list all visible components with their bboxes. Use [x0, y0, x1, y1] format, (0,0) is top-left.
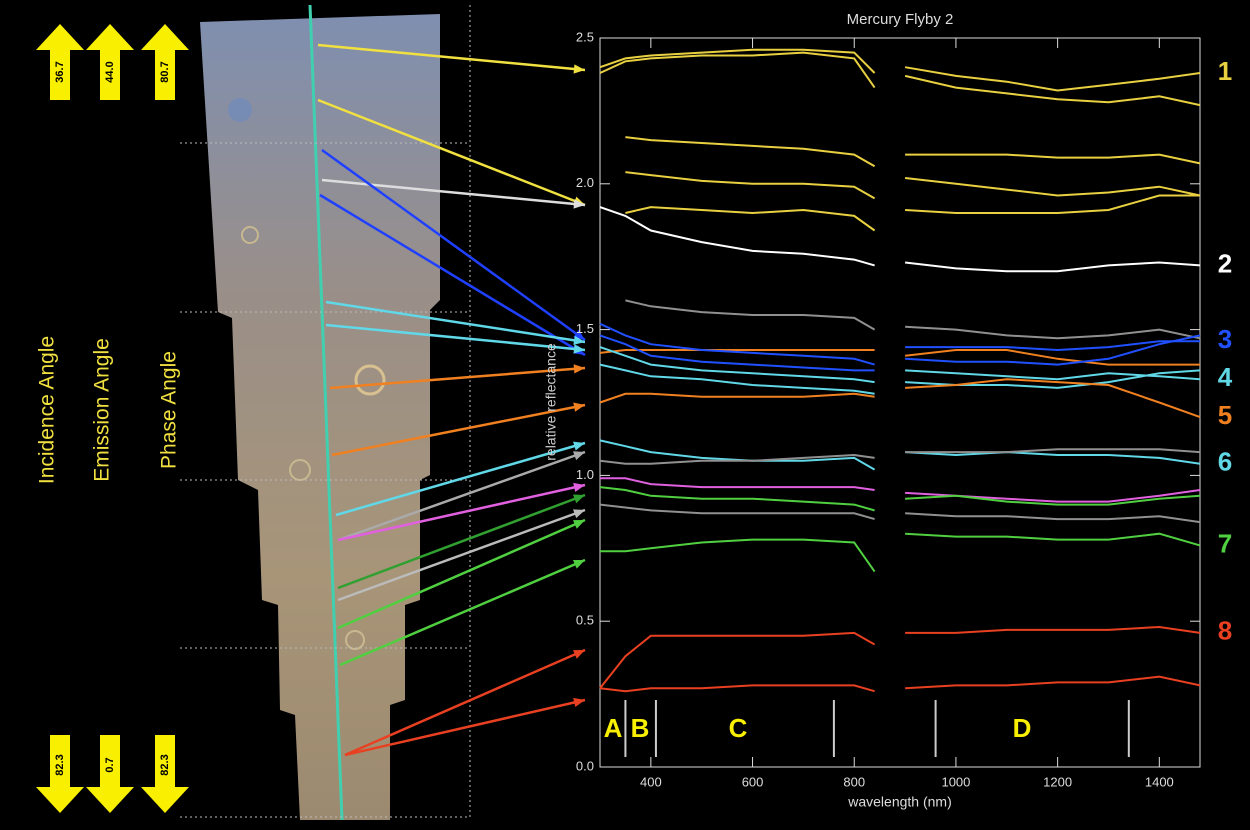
- spectrum-label: 1: [1218, 56, 1232, 86]
- pointer-head: [573, 403, 585, 412]
- spectrum-line: [600, 677, 1200, 692]
- region-label: C: [729, 713, 748, 743]
- spectrum-label: 6: [1218, 447, 1232, 477]
- pointer-head: [573, 442, 585, 451]
- spectrum-label: 3: [1218, 324, 1232, 354]
- y-tick-label: 1.0: [576, 467, 594, 482]
- figure: Incidence Angle Emission Angle Phase Angle…: [0, 0, 1250, 830]
- angle-value: 82.3: [54, 754, 66, 775]
- spectrum-line: [625, 300, 1200, 338]
- y-axis-label: relative reflectance: [543, 343, 559, 461]
- angle-value: 82.3: [159, 754, 171, 775]
- pointer-head: [573, 451, 585, 460]
- y-tick-label: 0.5: [576, 613, 594, 628]
- x-tick-label: 600: [742, 774, 764, 789]
- spectrum-label: 7: [1218, 528, 1232, 558]
- spectrum-label: 8: [1218, 616, 1232, 646]
- region-label: B: [631, 713, 650, 743]
- x-tick-label: 1200: [1043, 774, 1072, 789]
- angle-label: Emission Angle: [91, 338, 114, 482]
- y-tick-label: 1.5: [576, 321, 594, 336]
- x-tick-label: 400: [640, 774, 662, 789]
- spectrum-line: [625, 196, 1200, 231]
- region-label: D: [1013, 713, 1032, 743]
- chart-title: Mercury Flyby 2: [847, 11, 954, 28]
- spectrum-line: [600, 505, 1200, 522]
- angle-value: 36.7: [54, 61, 66, 82]
- angle-label: Phase Angle: [158, 351, 181, 469]
- spectrum-line: [600, 627, 1200, 688]
- angle-value: 44.0: [104, 61, 116, 82]
- spectra-chart: Mercury Flyby 2 wavelength (nm) relative…: [543, 11, 1233, 810]
- pointer-head: [574, 364, 585, 373]
- spectrum-line: [625, 172, 1200, 198]
- spectrum-line: [600, 487, 1200, 510]
- spectrum-line: [600, 350, 1200, 365]
- region-label: A: [604, 713, 623, 743]
- angle-panel: Incidence Angle Emission Angle Phase Angle…: [36, 24, 189, 813]
- spectrum-line: [600, 207, 1200, 271]
- x-axis-label: wavelength (nm): [847, 794, 952, 810]
- spectrum-line: [600, 534, 1200, 572]
- angle-value: 0.7: [104, 757, 116, 772]
- surface-image: [180, 5, 470, 820]
- plot-frame: [600, 38, 1200, 767]
- spectrum-line: [600, 53, 1200, 106]
- spectrum-line: [625, 137, 1200, 166]
- y-tick-label: 2.0: [576, 175, 594, 190]
- pointer-head: [573, 509, 585, 518]
- angle-value: 80.7: [159, 61, 171, 82]
- spectrum-line: [600, 379, 1200, 417]
- angle-arrow: [86, 735, 134, 813]
- angle-label: Incidence Angle: [36, 336, 59, 484]
- y-tick-label: 2.5: [576, 29, 594, 44]
- x-tick-label: 800: [843, 774, 865, 789]
- spectrum-label: 4: [1218, 362, 1233, 392]
- spectrum-label: 2: [1218, 248, 1232, 278]
- pointer-head: [573, 495, 585, 504]
- x-tick-label: 1400: [1145, 774, 1174, 789]
- page: { "left_panel": { "angle_labels": ["Inci…: [0, 0, 1250, 830]
- y-tick-label: 0.0: [576, 758, 594, 773]
- spectrum-line: [600, 440, 1200, 469]
- x-tick-label: 1000: [941, 774, 970, 789]
- spectrum-label: 5: [1218, 400, 1232, 430]
